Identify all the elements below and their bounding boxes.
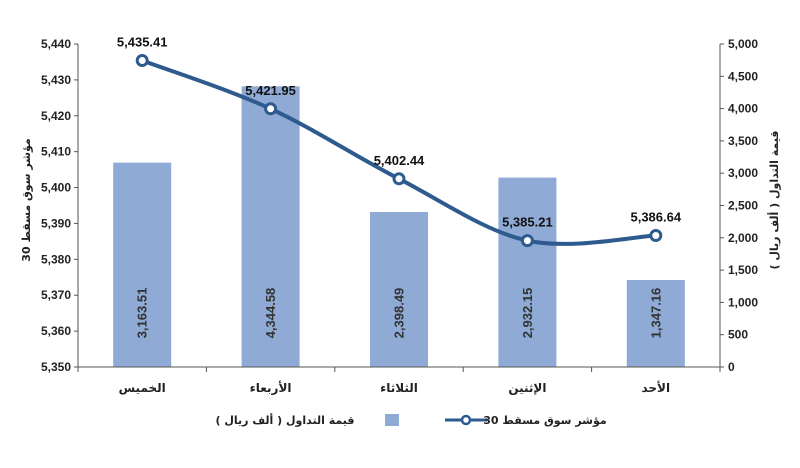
index-value-label: 5,402.44 bbox=[374, 153, 425, 168]
left-tick-label: 5,360 bbox=[41, 324, 71, 338]
legend-line-label: مؤشر سوق مسقط 30 bbox=[483, 414, 606, 427]
category-label: الأربعاء bbox=[250, 380, 292, 395]
index-point bbox=[264, 102, 278, 116]
left-tick-label: 5,350 bbox=[41, 360, 71, 374]
right-tick-label: 5,000 bbox=[728, 37, 758, 51]
index-value-label: 5,421.95 bbox=[245, 83, 296, 98]
left-tick-label: 5,430 bbox=[41, 73, 71, 87]
legend: قيمة التداول ( ألف ريال ) مؤشر سوق مسقط 3… bbox=[216, 413, 607, 427]
left-tick-label: 5,410 bbox=[41, 145, 71, 159]
left-tick-label: 5,420 bbox=[41, 109, 71, 123]
bar-value-label: 2,932.15 bbox=[520, 288, 535, 339]
right-tick-label: 2,500 bbox=[728, 199, 758, 213]
legend-bar-label: قيمة التداول ( ألف ريال ) bbox=[216, 413, 355, 427]
left-tick-label: 5,380 bbox=[41, 252, 71, 266]
bar bbox=[626, 279, 685, 367]
bar bbox=[370, 212, 428, 367]
line-group: 5,435.41 5,421.95 5,402.44 5,385.21 5,386.64 bbox=[117, 34, 682, 248]
right-tick-label: 4,000 bbox=[728, 102, 758, 116]
legend-line-marker bbox=[460, 414, 472, 426]
bars-group: 3,163.51 4,344.58 2,398.49 2,932.15 1,347.16 bbox=[113, 86, 685, 367]
right-tick-label: 0 bbox=[728, 360, 735, 374]
left-axis-title: مؤشر سوق مسقط 30 bbox=[20, 138, 33, 261]
index-point bbox=[520, 234, 534, 248]
bar-value-label: 4,344.58 bbox=[263, 288, 278, 339]
axes-group: 5,350 5,360 5,370 5,380 5,390 5,400 5,410 5,420… bbox=[20, 37, 781, 395]
right-tick-label: 2,000 bbox=[728, 231, 758, 245]
left-tick-label: 5,440 bbox=[41, 37, 71, 51]
right-axis-title: قيمة التداول ( ألف ريال ) bbox=[767, 131, 781, 270]
legend-bar-swatch bbox=[385, 414, 399, 426]
bar bbox=[113, 162, 172, 367]
bar-value-label: 2,398.49 bbox=[392, 288, 407, 339]
category-label: الأحد bbox=[641, 380, 670, 395]
index-point bbox=[392, 172, 406, 186]
left-tick-label: 5,400 bbox=[41, 181, 71, 195]
category-label: الإثنين bbox=[508, 381, 546, 395]
bar-value-label: 3,163.51 bbox=[135, 288, 150, 339]
bar-value-label: 1,347.16 bbox=[648, 288, 663, 339]
left-tick-label: 5,370 bbox=[41, 288, 71, 302]
right-tick-label: 3,500 bbox=[728, 134, 758, 148]
right-tick-label: 1,500 bbox=[728, 263, 758, 277]
index-value-label: 5,386.64 bbox=[630, 210, 681, 225]
index-point bbox=[649, 229, 663, 243]
index-value-label: 5,435.41 bbox=[117, 34, 168, 49]
left-tick-label: 5,390 bbox=[41, 216, 71, 230]
bar bbox=[498, 177, 557, 367]
category-label: الثلاثاء bbox=[380, 381, 418, 395]
right-tick-label: 1,000 bbox=[728, 295, 758, 309]
bar bbox=[241, 86, 300, 367]
index-value-label: 5,385.21 bbox=[502, 215, 553, 230]
category-label: الخميس bbox=[119, 381, 166, 395]
right-tick-label: 3,000 bbox=[728, 166, 758, 180]
right-tick-label: 500 bbox=[728, 328, 748, 342]
index-point bbox=[135, 53, 149, 67]
right-tick-label: 4,500 bbox=[728, 69, 758, 83]
